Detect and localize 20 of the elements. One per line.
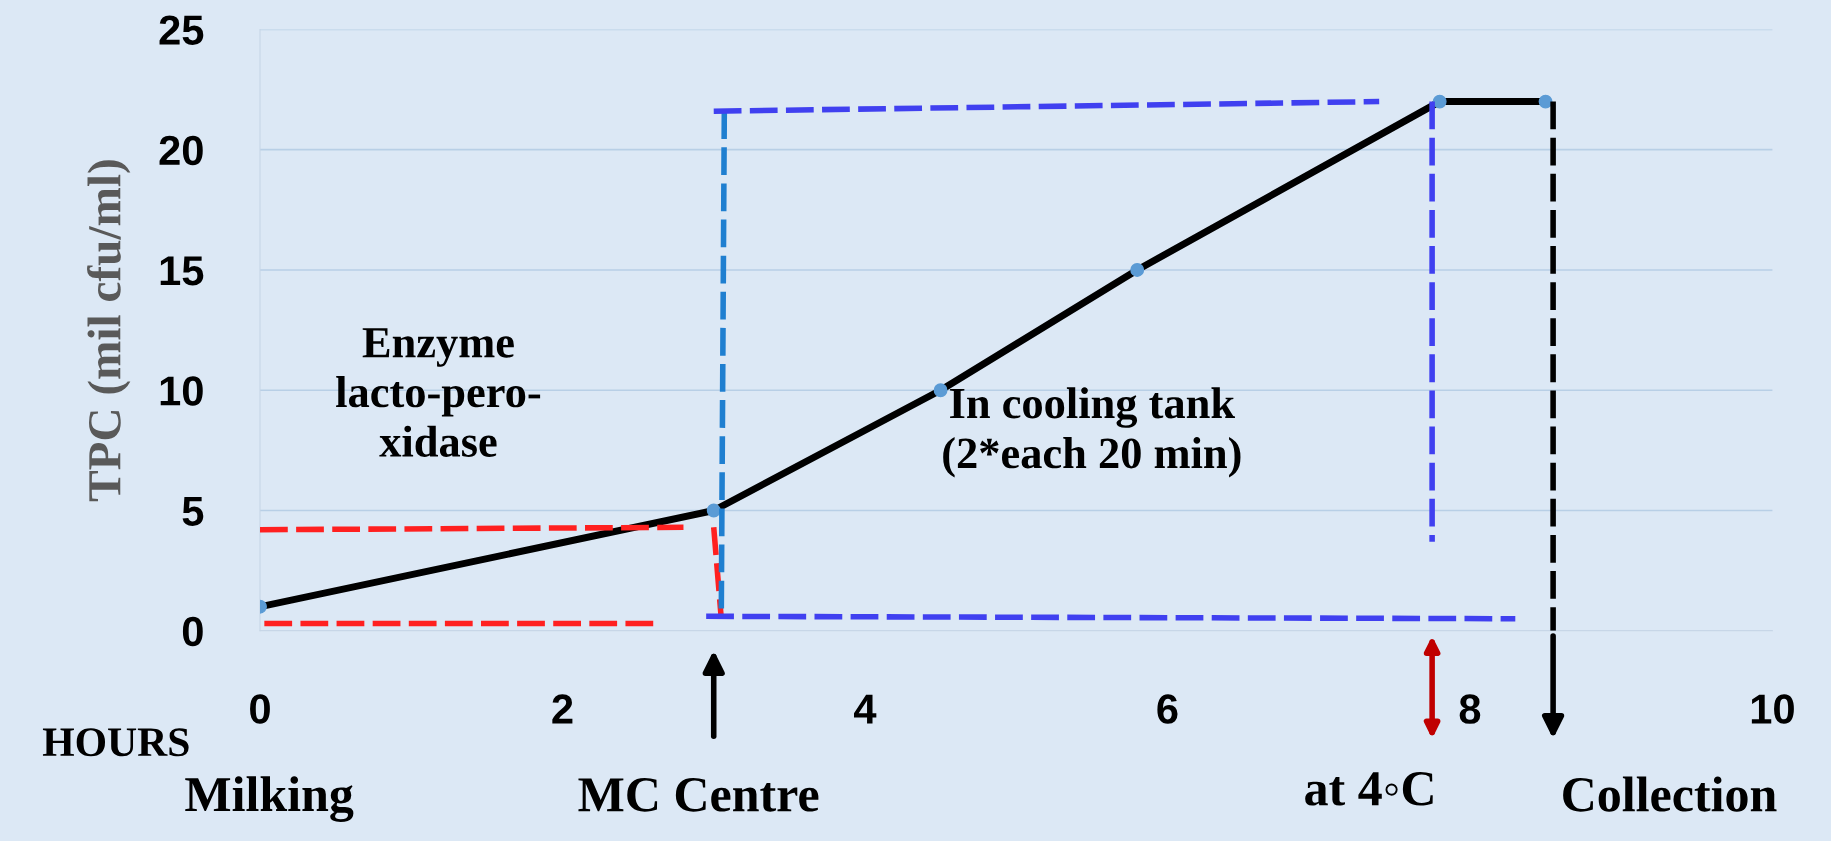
y-tick-label: 10 [160,376,203,406]
text: Collection [1563,776,1777,812]
annotation: Enzyme lacto-pero- xidase [336,328,541,457]
x-tick-label: 6 [1157,694,1178,724]
y-tick-label: 5 [182,496,204,526]
x-tick-label: 2 [552,694,573,724]
text: MC Centre [578,778,819,812]
x-axis-title: HOURS [42,728,189,757]
x-tick-label: 0 [250,694,270,724]
text: Milking [185,776,354,822]
text: at 4◦C [1305,772,1433,806]
y-tick-label: 20 [159,135,203,166]
y-axis-title: TPC (mil cfu/ml) [87,160,131,502]
y-tick-label: 25 [159,15,204,45]
annotation: In cooling tank (2*each 20 min) [943,387,1241,478]
y-tick-label: 15 [160,256,204,286]
x-tick-label: 8 [1459,694,1481,724]
x-tick-label: 4 [854,694,877,724]
x-tick-label: 10 [1751,694,1794,724]
y-tick-label: 0 [182,616,203,647]
